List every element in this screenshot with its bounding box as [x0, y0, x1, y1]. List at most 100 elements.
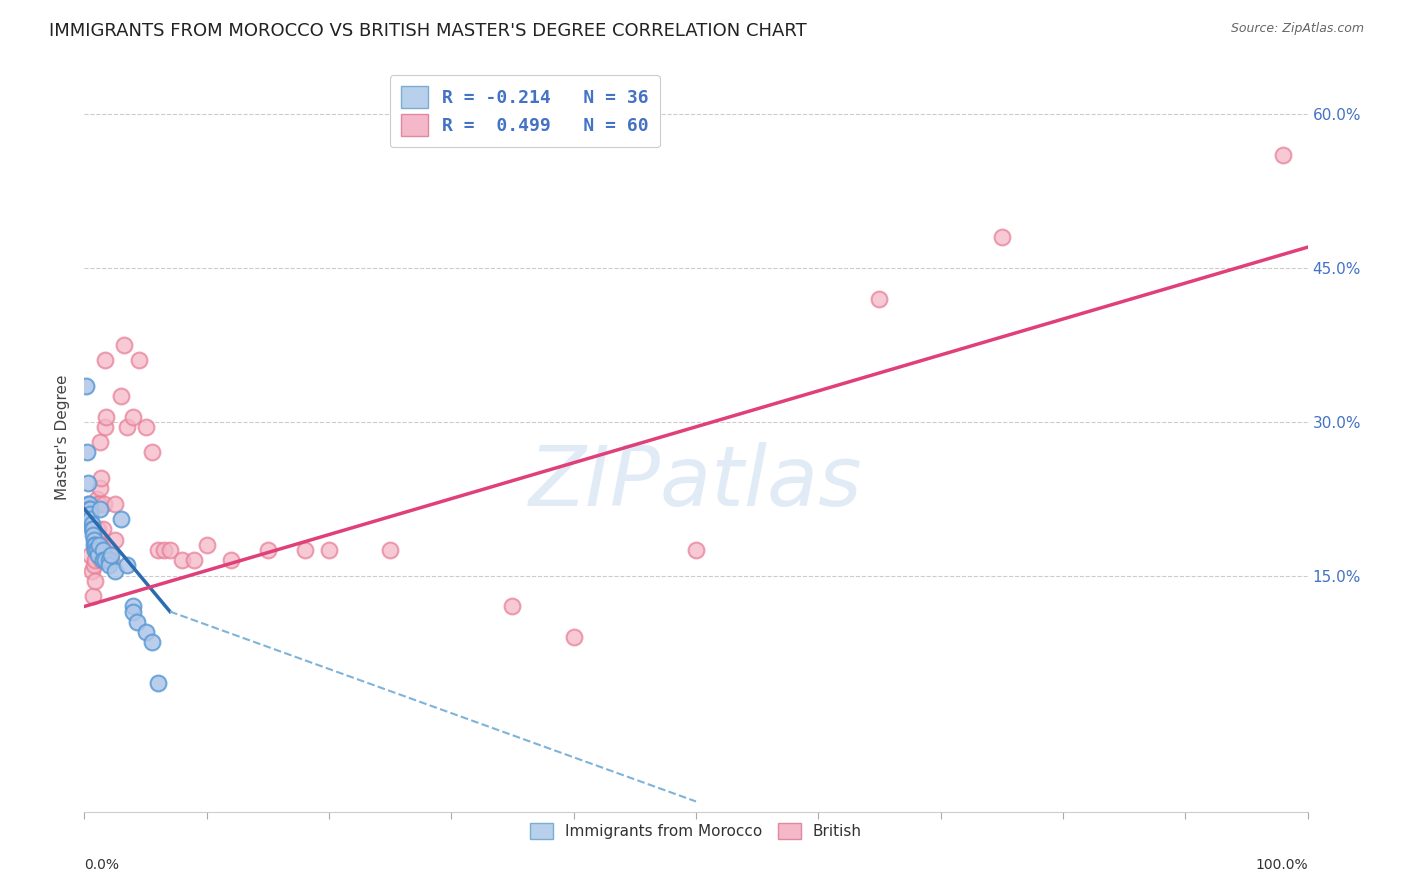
Point	[89, 502, 111, 516]
Point	[94, 419, 117, 434]
Point	[91, 553, 114, 567]
Point	[89, 538, 111, 552]
Point	[84, 543, 107, 558]
Point	[84, 553, 107, 567]
Point	[77, 476, 100, 491]
Point	[991, 230, 1014, 244]
Point	[77, 502, 100, 516]
Point	[112, 337, 135, 351]
Point	[89, 548, 111, 562]
Point	[79, 502, 101, 516]
Text: IMMIGRANTS FROM MOROCCO VS BRITISH MASTER'S DEGREE CORRELATION CHART: IMMIGRANTS FROM MOROCCO VS BRITISH MASTE…	[49, 22, 807, 40]
Point	[86, 543, 108, 558]
Point	[318, 543, 340, 558]
Point	[91, 523, 114, 537]
Point	[1272, 148, 1295, 162]
Point	[97, 553, 120, 567]
Point	[87, 548, 110, 562]
Point	[80, 523, 103, 537]
Point	[84, 538, 107, 552]
Legend: Immigrants from Morocco, British: Immigrants from Morocco, British	[524, 816, 868, 846]
Point	[294, 543, 316, 558]
Point	[159, 543, 181, 558]
Point	[75, 378, 97, 392]
Y-axis label: Master's Degree: Master's Degree	[55, 375, 70, 500]
Text: 100.0%: 100.0%	[1256, 858, 1308, 871]
Point	[104, 564, 127, 578]
Point	[91, 553, 114, 567]
Point	[83, 533, 105, 547]
Point	[76, 445, 98, 459]
Point	[685, 543, 707, 558]
Point	[94, 353, 117, 368]
Point	[135, 625, 157, 640]
Point	[219, 553, 242, 567]
Point	[77, 497, 100, 511]
Point	[380, 543, 402, 558]
Point	[128, 353, 150, 368]
Point	[257, 543, 280, 558]
Point	[115, 558, 138, 573]
Point	[82, 589, 104, 603]
Text: 0.0%: 0.0%	[84, 858, 120, 871]
Point	[93, 497, 115, 511]
Point	[115, 419, 138, 434]
Point	[98, 543, 121, 558]
Point	[87, 497, 110, 511]
Point	[91, 543, 114, 558]
Point	[100, 548, 122, 562]
Point	[84, 574, 107, 588]
Point	[89, 482, 111, 496]
Point	[110, 389, 132, 403]
Point	[122, 409, 145, 424]
Point	[82, 527, 104, 541]
Point	[90, 471, 112, 485]
Point	[104, 497, 127, 511]
Point	[94, 553, 117, 567]
Point	[87, 533, 110, 547]
Point	[91, 543, 114, 558]
Point	[562, 630, 585, 644]
Point	[83, 558, 105, 573]
Point	[97, 543, 120, 558]
Point	[172, 553, 194, 567]
Point	[83, 538, 105, 552]
Point	[869, 292, 891, 306]
Point	[183, 553, 205, 567]
Point	[153, 543, 176, 558]
Point	[79, 512, 101, 526]
Point	[93, 543, 115, 558]
Point	[80, 517, 103, 532]
Point	[135, 419, 157, 434]
Point	[79, 548, 101, 562]
Point	[146, 543, 169, 558]
Point	[97, 558, 120, 573]
Point	[96, 543, 118, 558]
Point	[87, 523, 110, 537]
Point	[146, 676, 169, 690]
Point	[141, 635, 163, 649]
Point	[87, 538, 110, 552]
Point	[90, 553, 112, 567]
Text: Source: ZipAtlas.com: Source: ZipAtlas.com	[1230, 22, 1364, 36]
Point	[100, 553, 122, 567]
Point	[502, 599, 524, 614]
Point	[89, 435, 111, 450]
Point	[195, 538, 218, 552]
Point	[86, 491, 108, 506]
Point	[97, 548, 120, 562]
Point	[79, 507, 101, 521]
Point	[86, 523, 108, 537]
Point	[122, 599, 145, 614]
Point	[125, 615, 148, 629]
Point	[122, 605, 145, 619]
Point	[77, 497, 100, 511]
Point	[82, 523, 104, 537]
Point	[87, 543, 110, 558]
Point	[84, 543, 107, 558]
Point	[96, 409, 118, 424]
Point	[141, 445, 163, 459]
Point	[104, 533, 127, 547]
Point	[80, 564, 103, 578]
Text: ZIPatlas: ZIPatlas	[529, 442, 863, 523]
